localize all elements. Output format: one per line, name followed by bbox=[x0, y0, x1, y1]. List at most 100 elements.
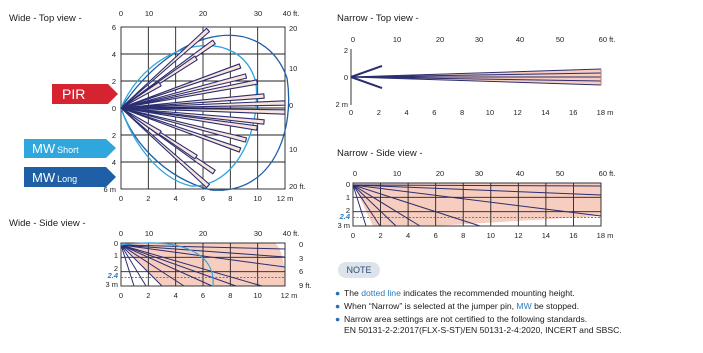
bullet-icon: ● bbox=[335, 288, 341, 298]
pir-detection-beam bbox=[120, 73, 248, 109]
narrow-short-beam bbox=[350, 65, 383, 78]
note-item-dotted-line: ● The dotted line indicates the recommend… bbox=[335, 288, 575, 298]
wide-top-left-tick: 4 bbox=[112, 158, 116, 167]
wide-top-m-tick: 2 bbox=[146, 194, 150, 203]
narrow-side-view-diagram: 0 10 20 30 40 50 60 ft.0 2 4 6 8 10 12 14 16 18 m0122.4… bbox=[337, 169, 615, 240]
wide-side-left-tick: 2 bbox=[114, 264, 118, 273]
narrow-side-m-tick: 18 m bbox=[597, 231, 614, 240]
pir-label-tag: PIR bbox=[52, 84, 118, 104]
narrow-top-ft-tick: 60 ft. bbox=[599, 35, 616, 44]
narrow-side-ft-tick: 0 bbox=[353, 169, 357, 178]
side-beam-line bbox=[352, 184, 481, 227]
wide-side-m-tick: 4 bbox=[174, 291, 178, 300]
wide-top-left-tick: 4 bbox=[112, 50, 116, 59]
wide-side-m-tick: 2 bbox=[146, 291, 150, 300]
narrow-side-m-tick: 2 bbox=[378, 231, 382, 240]
narrow-side-frame bbox=[352, 182, 602, 227]
side-beam-line bbox=[352, 184, 421, 227]
wide-side-right-tick: 0 bbox=[299, 240, 303, 249]
wide-top-left-tick: 6 bbox=[112, 23, 116, 32]
side-beam-line bbox=[120, 244, 286, 268]
wide-top-right-tick: 0 bbox=[289, 101, 293, 110]
narrow-side-m-tick: 4 bbox=[406, 231, 410, 240]
pir-detection-beam bbox=[120, 107, 162, 136]
narrow-top-m-tick: 12 bbox=[513, 108, 521, 117]
wide-top-ft-tick: 10 bbox=[145, 9, 153, 18]
wide-side-ft-tick: 20 bbox=[199, 229, 207, 238]
wide-top-left-tick: 0 bbox=[112, 104, 116, 113]
side-beam-line bbox=[120, 244, 213, 287]
side-beam-line bbox=[352, 184, 381, 227]
wide-side-left-tick: 2.4 bbox=[107, 271, 119, 280]
narrow-side-left-tick: 3 m bbox=[337, 221, 350, 230]
side-beam-line bbox=[352, 184, 397, 227]
narrow-top-m-tick: 14 bbox=[541, 108, 549, 117]
side-beam-line bbox=[352, 184, 602, 187]
note-badge: NOTE bbox=[338, 262, 380, 278]
narrow-side-m-tick: 16 bbox=[569, 231, 577, 240]
narrow-top-ft-tick: 40 bbox=[516, 35, 524, 44]
wide-top-right-tick: 10 bbox=[289, 64, 297, 73]
mw-short-side-curve bbox=[120, 242, 214, 287]
mw-short-label-suffix: Short bbox=[57, 145, 79, 155]
narrow-top-m-tick: 6 bbox=[432, 108, 436, 117]
wide-side-m-tick: 10 bbox=[253, 291, 261, 300]
narrow-top-left-tick: 0 bbox=[344, 73, 348, 82]
narrow-short-beam bbox=[350, 76, 383, 89]
wide-top-left-tick: 6 m bbox=[103, 185, 116, 194]
pir-detection-beam bbox=[120, 107, 258, 131]
narrow-side-view-title: Narrow - Side view - bbox=[337, 148, 423, 159]
side-beam-line bbox=[352, 184, 602, 217]
wide-side-m-tick: 0 bbox=[119, 291, 123, 300]
mw-short-label-prefix: MW bbox=[32, 141, 56, 156]
narrow-top-ft-tick: 10 bbox=[393, 35, 401, 44]
pir-detection-beam bbox=[120, 93, 265, 109]
side-beam-line bbox=[352, 184, 602, 196]
narrow-side-m-tick: 6 bbox=[434, 231, 438, 240]
pir-detection-beam bbox=[120, 27, 211, 109]
mw-short-coverage bbox=[120, 44, 258, 187]
bullet-icon: ● bbox=[335, 314, 341, 324]
wide-top-m-tick: 8 bbox=[228, 194, 232, 203]
side-beam-line bbox=[120, 244, 135, 287]
wide-top-m-tick: 12 m bbox=[277, 194, 294, 203]
narrow-beam-line bbox=[350, 72, 602, 78]
wide-side-ft-tick: 0 bbox=[119, 229, 123, 238]
wide-side-ft-tick: 10 bbox=[145, 229, 153, 238]
narrow-beam-line bbox=[350, 76, 602, 86]
mw-long-coverage bbox=[120, 34, 290, 191]
narrow-top-m-tick: 0 bbox=[349, 108, 353, 117]
narrow-top-m-tick: 16 bbox=[569, 108, 577, 117]
wide-top-ft-tick: 30 bbox=[254, 9, 262, 18]
side-beam-line bbox=[120, 244, 286, 250]
pir-detection-beam bbox=[120, 107, 248, 143]
side-beam-line bbox=[120, 244, 286, 258]
note-item-certification: ● Narrow area settings are not certified … bbox=[335, 314, 622, 336]
narrow-top-ft-tick: 20 bbox=[436, 35, 444, 44]
mw-long-label-tag: MW Long bbox=[24, 167, 116, 187]
wide-top-m-tick: 10 bbox=[253, 194, 261, 203]
narrow-top-m-tick: 18 m bbox=[597, 108, 614, 117]
pir-detection-beam bbox=[120, 79, 258, 109]
wide-top-m-tick: 6 bbox=[201, 194, 205, 203]
mw-short-label-tag: MW Short bbox=[24, 139, 116, 158]
bullet-icon: ● bbox=[335, 301, 341, 311]
narrow-top-m-tick: 10 bbox=[486, 108, 494, 117]
narrow-beam-line bbox=[350, 68, 602, 78]
wide-side-m-tick: 6 bbox=[201, 291, 205, 300]
wide-top-ft-tick: 40 ft. bbox=[283, 9, 300, 18]
narrow-side-m-tick: 0 bbox=[351, 231, 355, 240]
narrow-side-ft-tick: 10 bbox=[393, 169, 401, 178]
wide-side-left-tick: 0 bbox=[114, 239, 118, 248]
wide-top-m-tick: 4 bbox=[174, 194, 178, 203]
narrow-side-left-tick: 0 bbox=[346, 180, 350, 189]
narrow-side-ft-tick: 30 bbox=[475, 169, 483, 178]
mw-long-label-prefix: MW bbox=[32, 170, 56, 185]
pir-detection-beam bbox=[120, 107, 211, 189]
narrow-top-m-tick: 2 bbox=[377, 108, 381, 117]
narrow-top-view-title: Narrow - Top view - bbox=[337, 13, 419, 24]
wide-top-right-tick: 20 ft. bbox=[289, 182, 306, 191]
